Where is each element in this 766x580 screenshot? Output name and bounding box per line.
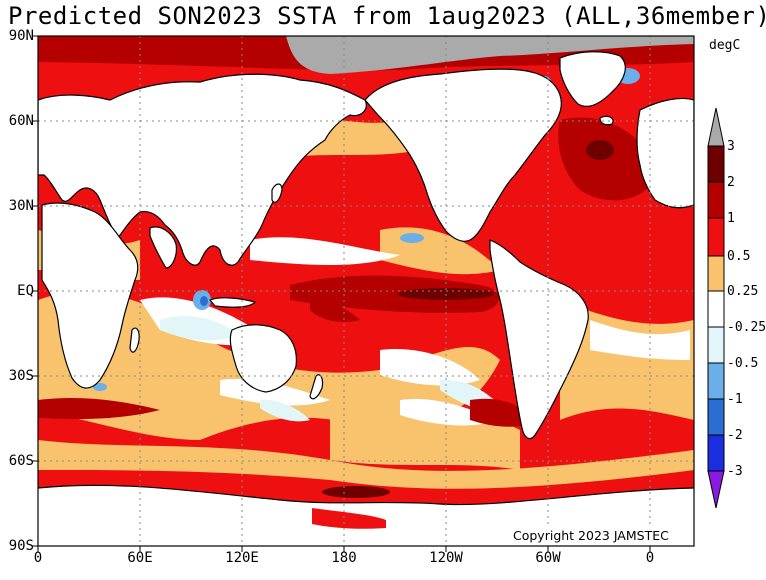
- colorbar-bin: [707, 290, 725, 328]
- land-indonesia: [209, 297, 256, 308]
- colorbar-bin: [707, 181, 725, 219]
- land-madagascar: [129, 327, 140, 353]
- colorbar-label: -0.5: [727, 356, 759, 371]
- sea-ice-region: [286, 36, 694, 74]
- land-new-zealand: [309, 374, 324, 400]
- colorbar: [707, 107, 725, 509]
- land-japan: [271, 183, 283, 203]
- colorbar-label: 0.25: [727, 284, 759, 299]
- continents: [38, 51, 694, 440]
- colorbar-bin: [707, 362, 725, 400]
- colorbar-bin: [707, 255, 725, 292]
- copyright-notice: Copyright 2023 JAMSTEC: [511, 528, 671, 543]
- colorbar-label: 1: [727, 211, 735, 226]
- lon-label: 120E: [225, 550, 259, 566]
- colorbar-bin: [707, 217, 725, 257]
- lon-label: 180: [331, 550, 357, 566]
- lat-label: 60N: [8, 113, 34, 129]
- colorbar-label: -1: [727, 392, 743, 407]
- map-field: [38, 36, 694, 546]
- land-south-america: [489, 239, 589, 440]
- strong-warm-regions: [38, 117, 660, 427]
- lon-label: 120W: [429, 550, 463, 566]
- axis-ticks: [32, 35, 651, 552]
- land-north-america: [364, 68, 562, 242]
- lon-label: 60E: [127, 550, 153, 566]
- colorbar-bin: [707, 434, 725, 472]
- land-eurasia: [38, 73, 367, 266]
- graticule: [38, 36, 694, 546]
- colorbar-label: 0.5: [727, 249, 751, 264]
- land-australia: [229, 324, 297, 393]
- lat-label: 90S: [8, 538, 34, 554]
- land-africa: [41, 202, 139, 389]
- colorbar-label: 3: [727, 139, 735, 154]
- lon-label: 0: [645, 550, 655, 566]
- colorbar-label: -2: [727, 428, 743, 443]
- lat-label: EQ: [17, 283, 34, 299]
- colorbar-bin: [707, 145, 725, 183]
- lat-label: 90N: [8, 28, 34, 44]
- land-india: [149, 226, 177, 269]
- lon-label: 0: [33, 550, 43, 566]
- colorbar-upper-cap: [707, 107, 725, 147]
- lat-label: 30N: [8, 198, 34, 214]
- colorbar-bin: [707, 326, 725, 364]
- land-greenland: [559, 51, 626, 107]
- map-title: Predicted SON2023 SSTA from 1aug2023 (AL…: [8, 2, 766, 30]
- ross-sea-warm-region: [312, 508, 386, 529]
- lat-label: 30S: [8, 368, 34, 384]
- colorbar-lower-cap: [707, 470, 725, 509]
- land-iceland: [599, 115, 614, 126]
- lon-label: 60W: [535, 550, 561, 566]
- lat-label: 60S: [8, 453, 34, 469]
- land-europe: [636, 97, 694, 209]
- colorbar-label: -3: [727, 464, 743, 479]
- colorbar-label: -0.25: [727, 320, 766, 335]
- colorbar-label: 2: [727, 175, 735, 190]
- strong-negative-region: [200, 296, 208, 306]
- colorbar-bin: [707, 398, 725, 436]
- unit-label: degC: [709, 38, 741, 53]
